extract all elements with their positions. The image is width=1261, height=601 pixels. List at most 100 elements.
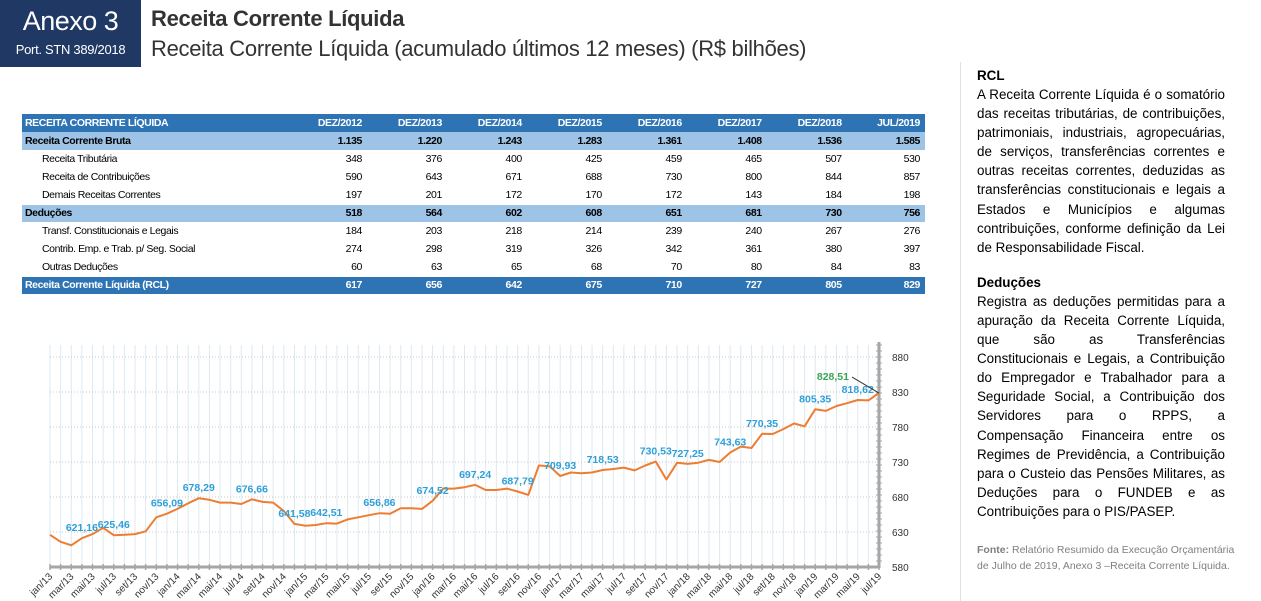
table-row: Receita Tributária 348 376 400 425 459 465 507 5… [22,150,925,169]
y-tick-label: 680 [892,493,909,504]
row-label: Deduções [22,204,287,223]
deducoes-description: Registra as deduções permitidas para a a… [977,293,1225,519]
table-header-row: RECEITA CORRENTE LÍQUIDA DEZ/2012 DEZ/20… [22,114,925,132]
table-cell: 214 [526,222,607,241]
table-cell: 756 [846,204,925,223]
data-label: 656,09 [151,498,183,510]
row-label: Receita Tributária [22,150,287,169]
page-title: Receita Corrente Líquida [151,6,405,31]
x-tick-label: jul/19 [859,571,885,597]
table-cell: 197 [287,186,367,205]
table-cell: 143 [686,186,767,205]
table-cell: 1.408 [686,132,767,151]
data-label: 642,51 [310,507,342,519]
table-cell: 1.135 [287,132,367,151]
data-label: 709,93 [544,460,576,472]
table-row: Outras Deduções 60 63 65 68 70 80 84 83 [22,258,925,277]
x-tick-label: nov/15 [387,571,416,600]
data-label-latest: 828,51 [817,371,849,383]
table-cell: 507 [766,150,847,169]
table-cell: 361 [686,240,767,259]
table-cell: 530 [846,150,925,169]
row-label: Demais Receitas Correntes [22,186,287,205]
x-tick-label: nov/13 [132,571,161,600]
table-cell: 298 [366,240,447,259]
data-label: 625,46 [98,519,130,531]
table-cell: 727 [686,276,767,295]
table-cell: 63 [366,258,447,277]
source-note: Fonte: Relatório Resumido da Execução Or… [977,543,1237,574]
table-cell: 465 [686,150,767,169]
annex-title: Anexo 3 [22,6,119,36]
x-tick-label: mai/13 [69,571,98,600]
data-label: 676,66 [236,483,268,495]
rcl-description: A Receita Corrente Líquida é o somatório… [977,87,1225,255]
table-cell: 1.243 [446,132,527,151]
table-cell: 1.283 [526,132,607,151]
row-label: Contrib. Emp. e Trab. p/ Seg. Social [22,240,287,259]
table-cell: 348 [287,150,367,169]
table-cell: 564 [366,204,447,223]
table-row: Transf. Constitucionais e Legais 184 203 21… [22,222,925,241]
table-cell: 608 [526,204,607,223]
rcl-table: RECEITA CORRENTE LÍQUIDA DEZ/2012 DEZ/20… [22,114,925,295]
column-header: DEZ/2015 [526,114,607,132]
x-tick-label: mai/16 [451,571,480,600]
y-tick-label: 630 [892,528,909,539]
table-cell: 1.536 [766,132,847,151]
table-cell: 857 [846,168,925,187]
table-header-label: RECEITA CORRENTE LÍQUIDA [22,114,287,132]
x-tick-label: nov/18 [770,571,799,600]
x-tick-label: nov/16 [515,571,544,600]
y-tick-label: 830 [892,388,909,399]
table-cell: 730 [766,204,847,223]
table-cell: 590 [287,168,367,187]
x-tick-label: mai/19 [834,571,863,600]
table-cell: 276 [846,222,925,241]
table-cell: 710 [606,276,687,295]
data-label: 730,53 [640,446,672,458]
data-label: 641,58 [278,508,310,520]
table-cell: 681 [686,204,767,223]
annex-badge: Anexo 3 Port. STN 389/2018 [0,0,141,67]
table-cell: 60 [287,258,367,277]
table-cell: 239 [606,222,687,241]
page-subtitle: Receita Corrente Líquida (acumulado últi… [151,36,807,61]
data-label: 697,24 [459,469,491,481]
table-cell: 518 [287,204,367,223]
table-row: Demais Receitas Correntes 197 201 172 170 172… [22,186,925,205]
table-cell: 656 [366,276,447,295]
row-label: Receita Corrente Líquida (RCL) [22,276,287,295]
data-label: 678,29 [183,482,215,494]
table-cell: 342 [606,240,687,259]
data-label: 727,25 [672,448,704,460]
table-cell: 326 [526,240,607,259]
y-tick-label: 580 [892,563,909,574]
x-tick-label: nov/14 [260,571,289,600]
vertical-divider [960,62,961,601]
column-header: DEZ/2013 [366,114,447,132]
table-cell: 459 [606,150,687,169]
x-tick-label: nov/17 [643,571,672,600]
table-cell: 319 [446,240,527,259]
table-cell: 65 [446,258,527,277]
table-cell: 84 [766,258,847,277]
data-label: 718,53 [587,454,619,466]
table-cell: 651 [606,204,687,223]
table-cell: 172 [446,186,527,205]
table-cell: 730 [606,168,687,187]
data-label: 674,52 [417,485,449,497]
source-text: Relatório Resumido da Execução Orçamentá… [977,544,1235,572]
data-label: 743,63 [714,436,746,448]
table-row: Receita Corrente Líquida (RCL) 617 656 642 6… [22,276,925,295]
table-cell: 70 [606,258,687,277]
data-label: 621,16 [66,522,98,534]
x-tick-label: mai/17 [579,571,608,600]
table-cell: 675 [526,276,607,295]
table-row: Receita Corrente Bruta 1.135 1.220 1.243 1.2… [22,132,925,151]
table-cell: 800 [686,168,767,187]
table-row: Receita de Contribuições 590 643 671 688 730 8… [22,168,925,187]
table-cell: 274 [287,240,367,259]
x-tick-label: mai/14 [196,571,225,600]
table-cell: 68 [526,258,607,277]
